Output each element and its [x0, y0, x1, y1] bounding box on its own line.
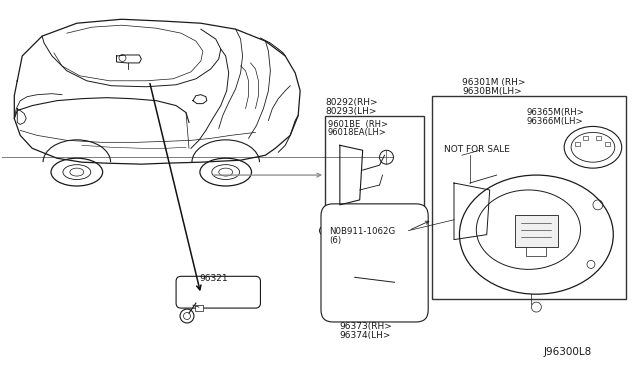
Text: 96373(RH>: 96373(RH>: [340, 322, 393, 331]
Text: 9601BE  (RH>: 9601BE (RH>: [328, 119, 388, 128]
Bar: [596, 136, 602, 140]
Text: N0B911-1062G: N0B911-1062G: [329, 227, 395, 236]
FancyBboxPatch shape: [176, 276, 260, 308]
Bar: [575, 142, 580, 146]
Text: NOT FOR SALE: NOT FOR SALE: [444, 145, 510, 154]
Bar: [527, 247, 547, 256]
Text: 96321: 96321: [199, 274, 228, 283]
Bar: [325, 116, 424, 220]
Text: 96374(LH>: 96374(LH>: [340, 331, 391, 340]
Text: 9630BM(LH>: 9630BM(LH>: [462, 87, 522, 96]
Text: 96301M (RH>: 96301M (RH>: [462, 78, 525, 87]
FancyBboxPatch shape: [321, 204, 428, 322]
Text: 80293(LH>: 80293(LH>: [325, 107, 376, 116]
Bar: [584, 136, 588, 140]
Text: J96300L8: J96300L8: [543, 347, 591, 357]
Text: 96366M(LH>: 96366M(LH>: [527, 116, 583, 125]
Bar: [515, 215, 558, 247]
Text: 96365M(RH>: 96365M(RH>: [527, 108, 584, 116]
Bar: [432, 96, 626, 299]
Text: 80292(RH>: 80292(RH>: [325, 98, 378, 107]
Text: 96018EA(LH>: 96018EA(LH>: [328, 128, 387, 137]
FancyBboxPatch shape: [195, 305, 203, 311]
Text: (6): (6): [329, 235, 341, 245]
Bar: [605, 142, 610, 146]
